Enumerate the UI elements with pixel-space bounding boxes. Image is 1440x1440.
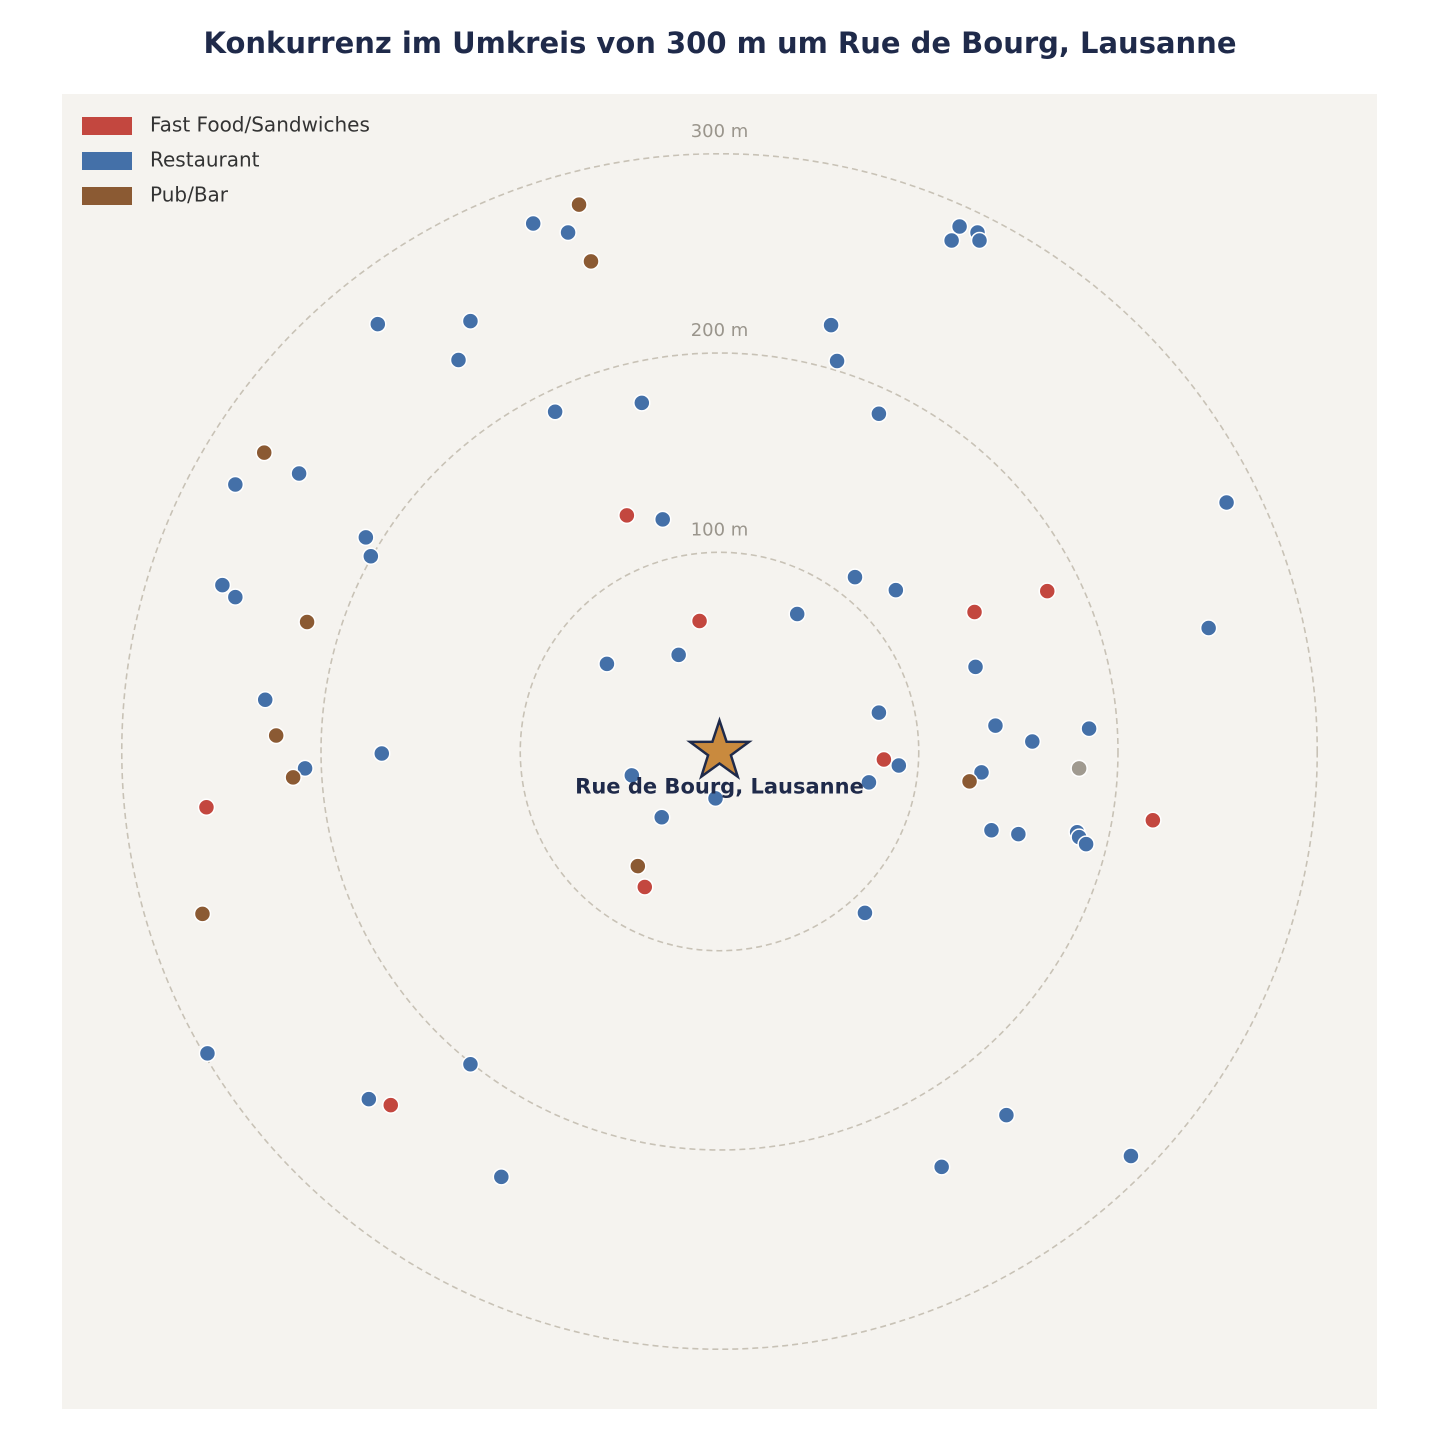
legend-label: Pub/Bar — [150, 183, 229, 207]
point — [997, 1106, 1016, 1124]
point — [213, 576, 232, 594]
point — [1077, 835, 1095, 853]
point — [870, 703, 888, 722]
point — [193, 905, 212, 923]
point — [492, 1168, 511, 1186]
point — [226, 475, 245, 494]
point — [570, 195, 588, 214]
point — [960, 772, 979, 791]
point — [856, 904, 874, 922]
ring — [120, 152, 1319, 1351]
point — [360, 1090, 378, 1108]
point — [369, 315, 387, 333]
point — [942, 231, 961, 250]
point — [1080, 719, 1098, 738]
point — [598, 655, 616, 673]
ring — [320, 352, 1119, 1151]
point — [1217, 493, 1236, 512]
point — [706, 789, 725, 808]
point — [623, 766, 641, 785]
point — [890, 756, 908, 775]
legend-swatch — [82, 187, 132, 205]
center-label: Rue de Bourg, Lausanne — [575, 775, 864, 799]
point — [1122, 1147, 1140, 1165]
point — [669, 646, 688, 664]
point — [449, 351, 468, 369]
point — [653, 510, 672, 529]
ring — [519, 551, 920, 952]
point — [986, 716, 1005, 735]
point — [461, 312, 480, 330]
point — [255, 443, 273, 462]
point — [373, 744, 391, 763]
chart-title: Konkurrenz im Umkreis von 300 m um Rue d… — [204, 26, 1237, 60]
point — [965, 603, 984, 621]
point — [1009, 825, 1028, 843]
point — [636, 878, 654, 896]
legend-swatch — [82, 152, 132, 170]
point — [1023, 732, 1042, 751]
ring-label: 200 m — [691, 320, 749, 341]
point — [633, 394, 651, 412]
point — [197, 798, 216, 817]
point — [828, 352, 846, 370]
point — [1199, 619, 1218, 637]
point — [970, 231, 989, 250]
point — [546, 403, 564, 421]
legend-label: Restaurant — [150, 148, 260, 172]
point — [618, 506, 636, 525]
point — [198, 1044, 217, 1063]
point — [284, 768, 302, 787]
point — [972, 763, 991, 782]
point — [1070, 759, 1088, 778]
point — [982, 821, 1001, 839]
point — [1144, 811, 1162, 829]
point — [860, 773, 878, 792]
point — [298, 613, 316, 631]
legend-label: Fast Food/Sandwiches — [150, 113, 370, 137]
point — [382, 1096, 400, 1114]
point — [652, 808, 671, 826]
point — [887, 581, 905, 599]
point — [822, 316, 840, 334]
point — [267, 726, 285, 745]
point — [559, 223, 577, 242]
point — [582, 252, 600, 271]
point — [690, 612, 709, 630]
point — [966, 658, 985, 676]
ring-label: 300 m — [691, 121, 749, 142]
point — [524, 214, 542, 233]
point — [290, 464, 308, 483]
point — [362, 547, 380, 565]
point — [932, 1158, 951, 1176]
legend-swatch — [82, 117, 132, 135]
point — [788, 605, 806, 623]
point — [950, 217, 969, 236]
point — [875, 750, 893, 769]
point — [870, 405, 888, 423]
point — [1038, 582, 1057, 600]
point — [461, 1055, 480, 1074]
point — [296, 759, 314, 778]
point — [846, 568, 864, 586]
point — [226, 588, 245, 606]
ring-label: 100 m — [691, 519, 749, 540]
point — [256, 690, 274, 709]
center-marker — [686, 716, 753, 780]
point — [629, 857, 647, 875]
point — [357, 528, 375, 547]
